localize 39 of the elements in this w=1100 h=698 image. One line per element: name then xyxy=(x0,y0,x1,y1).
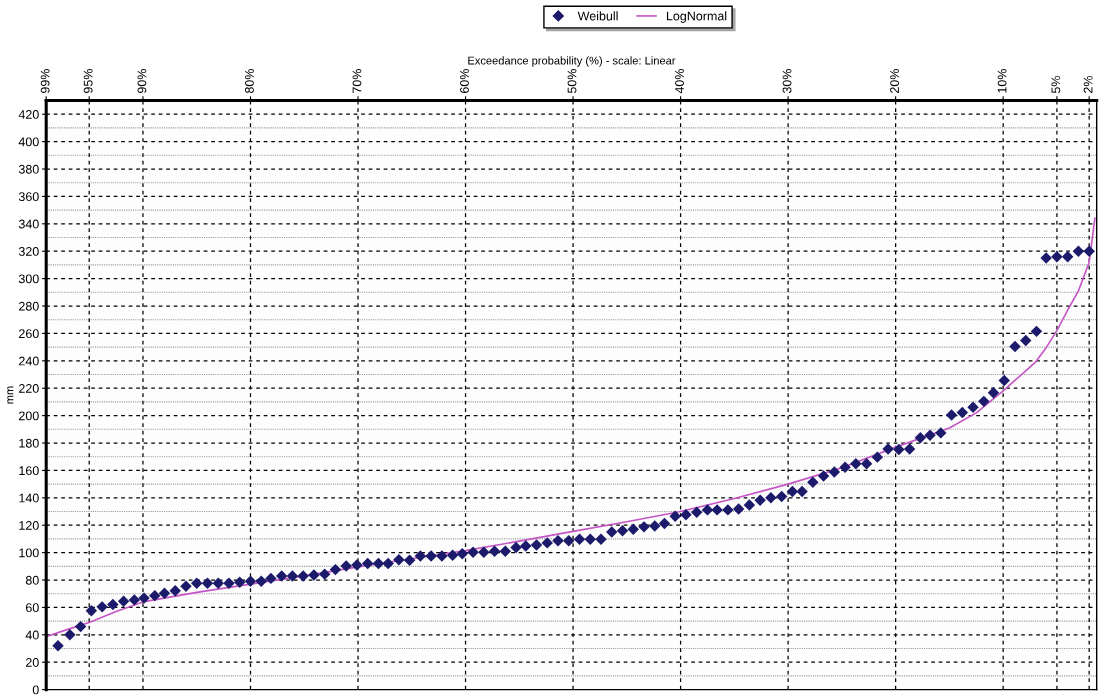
y-tick-label: 140 xyxy=(19,493,39,503)
y-tick-label: 300 xyxy=(18,274,39,284)
y-tick-label: 160 xyxy=(19,466,39,476)
y-tick-label: 80 xyxy=(25,575,39,585)
y-tick-label: 60 xyxy=(25,603,39,613)
y-tick-label: 380 xyxy=(18,164,39,174)
x-tick-label: 99% xyxy=(40,68,50,93)
x-tick-label: 10% xyxy=(997,68,1007,93)
y-axis-title: mm xyxy=(7,386,14,404)
legend-label: LogNormal xyxy=(666,11,727,23)
y-tick-label: 340 xyxy=(18,219,39,229)
y-tick-label: 20 xyxy=(25,658,39,667)
y-tick-label: 240 xyxy=(19,356,39,366)
x-tick-label: 90% xyxy=(137,68,147,93)
y-tick-label: 260 xyxy=(19,329,39,339)
x-tick-label: 2% xyxy=(1083,75,1093,93)
y-tick-label: 0 xyxy=(32,685,39,695)
y-tick-label: 220 xyxy=(19,384,39,393)
y-tick-label: 100 xyxy=(19,548,39,558)
y-tick-label: 360 xyxy=(18,192,39,202)
y-tick-label: 280 xyxy=(19,301,39,311)
legend-label: Weibull xyxy=(577,11,618,21)
y-tick-label: 40 xyxy=(25,630,39,640)
y-tick-label: 420 xyxy=(18,110,39,119)
x-tick-label: 20% xyxy=(890,68,899,93)
y-tick-label: 200 xyxy=(19,411,39,421)
y-tick-label: 180 xyxy=(19,438,39,448)
x-tick-label: 40% xyxy=(675,68,684,94)
x-tick-label: 5% xyxy=(1051,75,1061,94)
x-tick-label: 70% xyxy=(352,68,362,93)
x-tick-label: 30% xyxy=(782,68,792,94)
x-tick-label: 95% xyxy=(83,68,93,93)
x-tick-label: 60% xyxy=(460,68,469,93)
y-tick-label: 400 xyxy=(18,137,39,147)
y-tick-label: 320 xyxy=(18,247,39,256)
y-tick-label: 120 xyxy=(19,521,39,530)
x-tick-label: 80% xyxy=(245,68,254,94)
x-axis-title: Exceedance probability (%) - scale: Linear xyxy=(468,56,676,67)
x-tick-label: 50% xyxy=(567,68,577,94)
